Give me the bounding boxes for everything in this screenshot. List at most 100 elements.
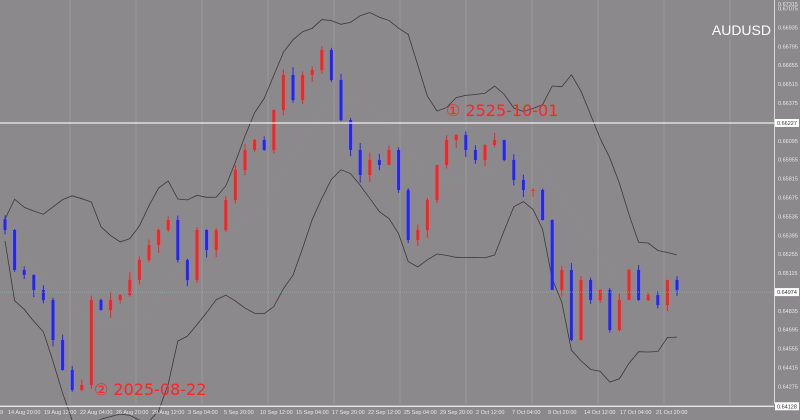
candle-body xyxy=(541,189,545,221)
candle-body xyxy=(176,220,180,260)
candle-body xyxy=(310,69,314,75)
candle-body xyxy=(435,164,439,201)
candle-body xyxy=(301,74,305,101)
candle-body xyxy=(281,74,285,111)
time-tick-label: 7 Oct 04:00 xyxy=(512,410,540,416)
time-tick-label: 17 Oct 04:00 xyxy=(620,410,652,416)
candle-body xyxy=(80,384,84,390)
candle-body xyxy=(128,279,132,296)
time-tick-label: 3 Sep 04:00 xyxy=(188,410,218,416)
time-tick-label: 17 Sep 20:00 xyxy=(332,410,365,416)
price-tick-label: 0.64555 xyxy=(778,347,798,353)
price-tick-label: 0.64835 xyxy=(778,309,798,315)
price-tick-label: 0.65955 xyxy=(778,158,798,164)
price-highlight-box xyxy=(775,288,799,297)
candle-body xyxy=(454,135,458,141)
price-tick-label: 0.65535 xyxy=(778,214,798,220)
candle-body xyxy=(425,200,429,231)
time-tick-label: 14 Aug 20:00 xyxy=(8,410,40,416)
time-tick-label: 10 Sep 12:00 xyxy=(260,410,293,416)
candle-body xyxy=(387,149,391,165)
candle-body xyxy=(109,300,113,311)
candle-body xyxy=(579,279,583,341)
price-highlight-box xyxy=(775,119,799,127)
candle-body xyxy=(166,220,170,231)
candle-body xyxy=(608,289,612,331)
candle-body xyxy=(368,159,372,175)
time-tick-label: 9 xyxy=(0,410,3,416)
candle-body xyxy=(377,159,381,165)
candle-body xyxy=(233,169,237,201)
price-tick-label: 0.66515 xyxy=(778,82,798,88)
time-tick-label: 19 Aug 12:00 xyxy=(44,410,76,416)
candle-body xyxy=(13,230,17,270)
lower-band xyxy=(4,169,678,420)
grid xyxy=(69,0,731,404)
candle-body xyxy=(502,140,506,160)
candle-body xyxy=(320,49,324,70)
time-tick-label: 2 Oct 12:00 xyxy=(476,410,504,416)
time-tick-label: 5 Sep 20:00 xyxy=(224,410,254,416)
price-tick-label: 0.66655 xyxy=(778,63,798,69)
time-tick-label: 15 Sep 04:00 xyxy=(296,410,329,416)
candle-body xyxy=(3,219,7,231)
candle-body xyxy=(416,230,420,241)
price-tick-label: 0.67075 xyxy=(778,7,798,13)
candle-body xyxy=(406,189,410,241)
candle-body xyxy=(560,269,564,290)
time-tick-label: 22 Aug 04:00 xyxy=(80,410,112,416)
price-tick-label: 0.67315 xyxy=(778,2,798,8)
candle-body xyxy=(397,149,401,190)
candle-body xyxy=(637,269,641,301)
price-tick-label: 0.65815 xyxy=(778,177,798,183)
price-tick-label: 0.65255 xyxy=(778,252,798,258)
annotation-1: ① 2525-10-01 xyxy=(446,101,558,120)
price-highlight-label: 0.64974 xyxy=(777,290,797,296)
bollinger-bands xyxy=(4,12,678,420)
candle-body xyxy=(61,340,65,370)
candle-body xyxy=(483,144,487,160)
time-tick-label: 21 Oct 20:00 xyxy=(656,410,688,416)
candle-body xyxy=(493,140,497,145)
candle-body xyxy=(291,74,295,101)
price-highlight-label: 0.64128 xyxy=(777,404,797,410)
candle-body xyxy=(70,369,74,390)
price-tick-label: 0.64695 xyxy=(778,328,798,334)
upper-band xyxy=(4,12,678,256)
price-tick-label: 0.66935 xyxy=(778,25,798,31)
candle-body xyxy=(89,300,93,385)
candle-body xyxy=(512,159,516,180)
price-highlight-box xyxy=(775,402,799,411)
candle-body xyxy=(646,295,650,301)
candle-body xyxy=(358,149,362,175)
time-tick-label: 29 Aug 12:00 xyxy=(152,410,184,416)
candle-body xyxy=(598,289,602,301)
candle-body xyxy=(665,279,669,306)
candle-body xyxy=(99,300,103,311)
candle-body xyxy=(675,279,679,290)
candle-body xyxy=(205,230,209,250)
candle-body xyxy=(617,300,621,331)
time-tick-label: 14 Oct 12:00 xyxy=(584,410,616,416)
annotation-2: ② 2025-08-22 xyxy=(94,380,206,399)
candle-body xyxy=(137,259,141,280)
candle-body xyxy=(195,230,199,280)
candle-body xyxy=(147,244,151,260)
candle-body xyxy=(445,140,449,165)
candle-body xyxy=(473,149,477,160)
candle-body xyxy=(272,110,276,150)
candle-body xyxy=(550,220,554,290)
middle-band xyxy=(4,96,678,329)
time-tick-label: 29 Sep 20:00 xyxy=(440,410,473,416)
candle-body xyxy=(243,149,247,170)
candles xyxy=(3,46,679,392)
candle-body xyxy=(22,269,26,275)
candle-body xyxy=(589,279,593,301)
chart-title: AUDUSD xyxy=(712,22,771,38)
time-tick-label: 25 Sep 04:00 xyxy=(404,410,437,416)
candle-body xyxy=(41,289,45,301)
time-axis[interactable]: 9 14 Aug 20:00 19 Aug 12:00 22 Aug 04:00 26 … xyxy=(0,410,688,416)
price-tick-label: 0.64415 xyxy=(778,366,798,372)
